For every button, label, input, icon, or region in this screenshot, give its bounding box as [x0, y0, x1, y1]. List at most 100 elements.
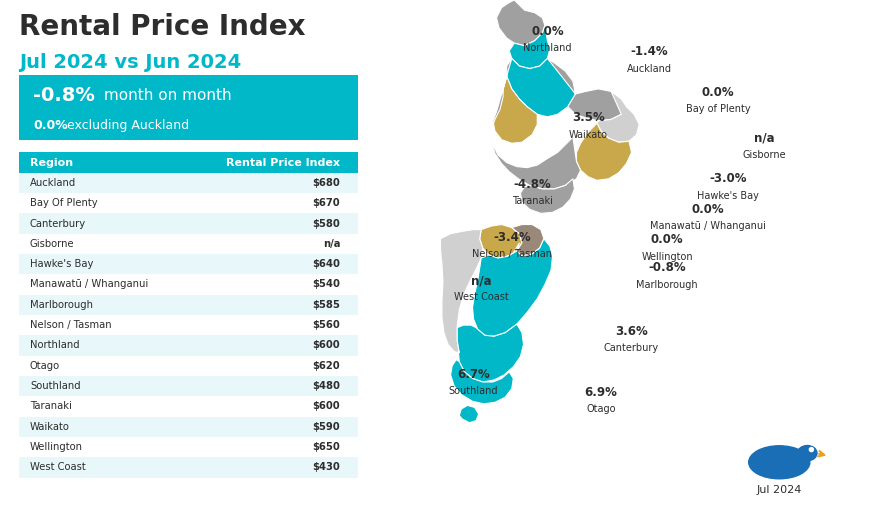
- Polygon shape: [457, 324, 523, 382]
- Bar: [19, 254, 358, 274]
- Text: Waikato: Waikato: [569, 130, 608, 140]
- Text: Southland: Southland: [30, 381, 80, 391]
- Text: month on month: month on month: [98, 88, 232, 103]
- Text: Otago: Otago: [30, 361, 60, 371]
- Text: $540: $540: [313, 279, 341, 290]
- Text: $580: $580: [313, 218, 341, 229]
- Text: Gisborne: Gisborne: [30, 239, 75, 249]
- Text: $600: $600: [313, 401, 341, 411]
- Text: 6.9%: 6.9%: [584, 386, 618, 399]
- Bar: [19, 356, 358, 376]
- Ellipse shape: [749, 446, 810, 479]
- Text: -0.8%: -0.8%: [648, 261, 686, 274]
- Bar: [19, 315, 358, 335]
- Text: Bay of Plenty: Bay of Plenty: [685, 104, 751, 114]
- Text: $680: $680: [313, 178, 341, 188]
- Text: -3.4%: -3.4%: [493, 231, 530, 244]
- Bar: [19, 173, 358, 193]
- Bar: [19, 234, 358, 254]
- Text: $560: $560: [313, 320, 341, 330]
- Text: Canterbury: Canterbury: [30, 218, 86, 229]
- Text: Rental Price Index: Rental Price Index: [19, 13, 306, 41]
- Polygon shape: [577, 123, 631, 180]
- Text: $650: $650: [313, 442, 341, 452]
- Text: Gisborne: Gisborne: [742, 150, 786, 160]
- Bar: [19, 295, 358, 315]
- Text: $670: $670: [313, 198, 341, 208]
- Text: n/a: n/a: [323, 239, 341, 249]
- Bar: [19, 75, 358, 140]
- Text: $620: $620: [313, 361, 341, 371]
- Text: 6.7%: 6.7%: [457, 368, 490, 381]
- Text: Nelson / Tasman: Nelson / Tasman: [472, 249, 551, 259]
- Text: Manawatū / Whanganui: Manawatū / Whanganui: [30, 279, 148, 290]
- Text: Manawatū / Whanganui: Manawatū / Whanganui: [650, 221, 766, 231]
- Text: Southland: Southland: [449, 386, 498, 396]
- Polygon shape: [507, 58, 576, 117]
- Polygon shape: [459, 405, 479, 423]
- Text: West Coast: West Coast: [30, 462, 85, 472]
- Text: Marlborough: Marlborough: [30, 300, 93, 310]
- Text: Auckland: Auckland: [30, 178, 76, 188]
- Ellipse shape: [798, 446, 817, 461]
- Text: 0.0%: 0.0%: [531, 25, 564, 38]
- Text: $585: $585: [313, 300, 341, 310]
- Text: Jul 2024 vs Jun 2024: Jul 2024 vs Jun 2024: [19, 53, 241, 72]
- Bar: [19, 152, 358, 173]
- Circle shape: [809, 448, 814, 452]
- Text: Hawke's Bay: Hawke's Bay: [698, 190, 760, 201]
- Text: Taranaki: Taranaki: [30, 401, 71, 411]
- Text: Otago: Otago: [586, 404, 616, 414]
- Text: 0.0%: 0.0%: [651, 233, 684, 246]
- Text: n/a: n/a: [753, 132, 774, 145]
- Text: $430: $430: [313, 462, 341, 472]
- Polygon shape: [510, 25, 550, 69]
- Text: 3.6%: 3.6%: [615, 325, 648, 338]
- Bar: [19, 417, 358, 437]
- Text: 3.5%: 3.5%: [572, 111, 604, 124]
- Text: Jul 2024: Jul 2024: [757, 485, 802, 495]
- Bar: [19, 376, 358, 396]
- Polygon shape: [480, 225, 522, 258]
- Text: Nelson / Tasman: Nelson / Tasman: [30, 320, 111, 330]
- Text: Waikato: Waikato: [30, 422, 70, 432]
- Text: $600: $600: [313, 340, 341, 351]
- Polygon shape: [450, 360, 513, 404]
- Polygon shape: [597, 91, 639, 142]
- Text: Wellington: Wellington: [641, 251, 693, 262]
- Text: Auckland: Auckland: [627, 64, 672, 74]
- Text: Northland: Northland: [523, 43, 571, 53]
- Polygon shape: [512, 225, 544, 256]
- Text: Northland: Northland: [30, 340, 79, 351]
- Text: 0.0%: 0.0%: [692, 203, 725, 216]
- Polygon shape: [473, 239, 552, 336]
- Text: -3.0%: -3.0%: [710, 172, 747, 185]
- Bar: [19, 335, 358, 356]
- Text: 0.0%: 0.0%: [33, 119, 68, 132]
- Polygon shape: [548, 58, 626, 121]
- Text: excluding Auckland: excluding Auckland: [64, 119, 190, 132]
- Text: Marlborough: Marlborough: [637, 279, 698, 290]
- Text: $640: $640: [313, 259, 341, 269]
- Text: 0.0%: 0.0%: [702, 86, 734, 99]
- Text: Region: Region: [30, 157, 73, 168]
- Bar: [19, 457, 358, 478]
- Text: $590: $590: [313, 422, 341, 432]
- Text: -1.4%: -1.4%: [631, 45, 668, 58]
- Polygon shape: [521, 179, 575, 213]
- Polygon shape: [491, 58, 581, 189]
- Text: Canterbury: Canterbury: [604, 343, 659, 353]
- Bar: [19, 396, 358, 417]
- Text: West Coast: West Coast: [454, 292, 509, 302]
- Bar: [19, 437, 358, 457]
- Text: Rental Price Index: Rental Price Index: [226, 157, 341, 168]
- Text: Taranaki: Taranaki: [512, 196, 552, 206]
- Polygon shape: [493, 76, 537, 143]
- Text: Wellington: Wellington: [30, 442, 83, 452]
- Text: Bay Of Plenty: Bay Of Plenty: [30, 198, 98, 208]
- Bar: [19, 274, 358, 295]
- Text: -4.8%: -4.8%: [513, 177, 551, 190]
- Text: $480: $480: [313, 381, 341, 391]
- Bar: [19, 193, 358, 213]
- Text: -0.8%: -0.8%: [33, 86, 95, 105]
